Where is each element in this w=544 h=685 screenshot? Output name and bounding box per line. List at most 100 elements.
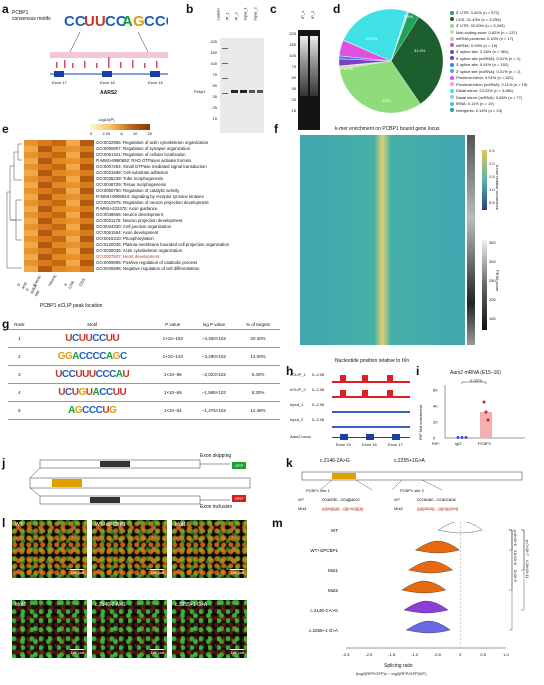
scale-bar bbox=[70, 649, 84, 650]
legend-item: Non-coding exon: 0.82% (n = 137) bbox=[450, 30, 544, 35]
micrograph-label: Mut2 bbox=[15, 602, 27, 608]
heatmap-cell bbox=[66, 230, 80, 236]
pie-label-prox: 4.9% bbox=[344, 66, 354, 71]
exon-block bbox=[366, 434, 374, 440]
panel-letter-g: g bbox=[2, 317, 10, 331]
pie-label-cds: 31.4% bbox=[414, 48, 426, 53]
heatmap-cell bbox=[24, 164, 38, 170]
pct-cell: 8.30% bbox=[235, 383, 280, 402]
rip-point bbox=[460, 436, 464, 439]
xlabel-f: Nucleotide position relative to tXn bbox=[335, 358, 410, 364]
micrograph-label: WT+siPCBP1 bbox=[95, 522, 126, 528]
pct-cell: 20.30% bbox=[235, 329, 280, 348]
sig-bracket bbox=[461, 381, 487, 384]
group-igg: IgG bbox=[455, 441, 462, 446]
go-term: GO:0031589: Cell-substrate adhesion bbox=[96, 170, 169, 175]
xlabel2-m: (log2(RFP/GFP)x − log2(RFP/GFP)WT) bbox=[356, 671, 427, 676]
heatmap-cell bbox=[24, 242, 38, 248]
sig-pvalue: p=7×10−7 bbox=[525, 540, 529, 556]
legend-swatch bbox=[450, 10, 454, 15]
pie-slice-2 bbox=[339, 60, 421, 114]
heatmap-cell bbox=[24, 200, 38, 206]
exon-inclusion-label: Exon inclusion bbox=[200, 504, 233, 510]
rip-axes bbox=[444, 385, 525, 439]
heatmap-cell bbox=[80, 152, 94, 158]
legend-label: Distal intron: 23.22% (n = 3,881) bbox=[456, 88, 514, 93]
heatmap-cell bbox=[24, 260, 38, 266]
x-tick: 0 bbox=[459, 652, 462, 657]
rip-ytick: 60 bbox=[433, 388, 438, 393]
heatmap-cell bbox=[52, 224, 66, 230]
mut1-label: Mut1 bbox=[298, 506, 307, 511]
rip-point bbox=[484, 410, 488, 414]
go-term: GO:0016310: Phosphorylation bbox=[96, 236, 154, 241]
legend-swatch bbox=[450, 75, 454, 80]
exon-label: Exon 17 bbox=[388, 442, 403, 447]
pie-label-distal: 23.2% bbox=[366, 36, 378, 41]
motif-logo-1: CC UU CC bbox=[64, 13, 127, 30]
heatmap-cell bbox=[52, 266, 66, 272]
site1-label: PCBP1 site 1 bbox=[306, 488, 330, 493]
legend-label: Proximal intron (ncRNA): 0.11% (n = 19) bbox=[456, 81, 528, 87]
legend-item: miRNA: 0.09% (n = 15) bbox=[450, 43, 544, 48]
logp-cell: −2,023×102 bbox=[191, 365, 236, 384]
heatmap-cell bbox=[80, 266, 94, 272]
legend-item: Proximal intron: 4.91% (n = 821) bbox=[450, 75, 544, 80]
violin-chart: WT WT+siPCBP1 Mut1 Mut2 c.2146-2 A>G c.2255+1… bbox=[309, 522, 529, 657]
col-pvalue: P value bbox=[153, 320, 192, 330]
legend-swatch bbox=[450, 101, 454, 106]
heatmap-cell bbox=[38, 206, 52, 212]
legend-item: 5' splice site (ncRNA): 0.01% (n = 1) bbox=[450, 56, 544, 61]
heatmap-cell bbox=[24, 218, 38, 224]
xlabel-m: Splicing ratio bbox=[384, 663, 413, 669]
legend-label: 5' UTR: 3.42% (n = 572) bbox=[456, 10, 500, 15]
rip-point bbox=[456, 436, 460, 439]
track-range: 0–2.06 bbox=[312, 402, 325, 407]
heatmap-cell bbox=[80, 188, 94, 194]
go-term: GO:0030036: Actin cytoskeleton organizat… bbox=[96, 248, 182, 253]
pct-cell: 6.40% bbox=[235, 365, 280, 384]
rip-point bbox=[464, 436, 468, 439]
heatmap-cell bbox=[24, 140, 38, 146]
pct-cell: 12.48% bbox=[235, 401, 280, 420]
exon-15-label: Exon 15 bbox=[148, 80, 163, 85]
legend-swatch bbox=[450, 95, 454, 99]
sig-bracket bbox=[509, 529, 513, 631]
heatmap-cell bbox=[80, 146, 94, 152]
violin-shape bbox=[403, 600, 449, 614]
legend-label: 3' splice site (ncRNA): 0.01% (n = 1) bbox=[456, 68, 521, 74]
legend-swatch bbox=[450, 108, 454, 112]
legend-label: 3' UTR: 32.00% (n = 5,349) bbox=[456, 23, 505, 28]
logp-cell: −1,475×102 bbox=[191, 401, 236, 420]
scale-bar bbox=[70, 569, 84, 570]
heatmap-cell bbox=[80, 206, 94, 212]
mut2-title: c.2255+1G>A bbox=[394, 458, 425, 464]
heatmap-cell bbox=[66, 146, 80, 152]
motif-logo-2: A G CCCC bbox=[122, 13, 168, 30]
colorbar-pesa bbox=[482, 240, 487, 330]
heatmap-cell bbox=[38, 212, 52, 218]
scale-bar bbox=[230, 649, 244, 650]
pie-slice-1 bbox=[390, 16, 444, 105]
motif-cell: UCUUCCUU bbox=[30, 329, 154, 348]
heatmap-cell bbox=[66, 248, 80, 254]
rip-ytick: 0 bbox=[433, 436, 436, 441]
go-term: GO:0035239: Tube morphogenesis bbox=[96, 176, 164, 181]
legend-label: 5' splice site: 2.16% (n = 361) bbox=[456, 49, 509, 54]
heatmap-cell bbox=[66, 206, 80, 212]
heatmap-cell bbox=[80, 248, 94, 254]
scale-title-e: -log10(P) bbox=[98, 117, 115, 122]
heatmap-cell bbox=[52, 260, 66, 266]
panel-letter-c: c bbox=[270, 2, 277, 16]
heatmap-cell bbox=[66, 242, 80, 248]
track-signal bbox=[332, 411, 410, 413]
kmer-heatmap bbox=[300, 135, 465, 345]
svg-text:UU: UU bbox=[84, 13, 106, 30]
micrograph-label: Mut1 bbox=[175, 522, 187, 528]
micrograph-label: c.2146-2 A>G bbox=[95, 602, 126, 608]
legend-label: Distal intron (ncRNA): 0.46% (n = 77) bbox=[456, 94, 523, 100]
heatmap-cell bbox=[80, 212, 94, 218]
heatmap-cell bbox=[52, 206, 66, 212]
panel-letter-a: a bbox=[2, 2, 9, 16]
heatmap-cell bbox=[66, 254, 80, 260]
